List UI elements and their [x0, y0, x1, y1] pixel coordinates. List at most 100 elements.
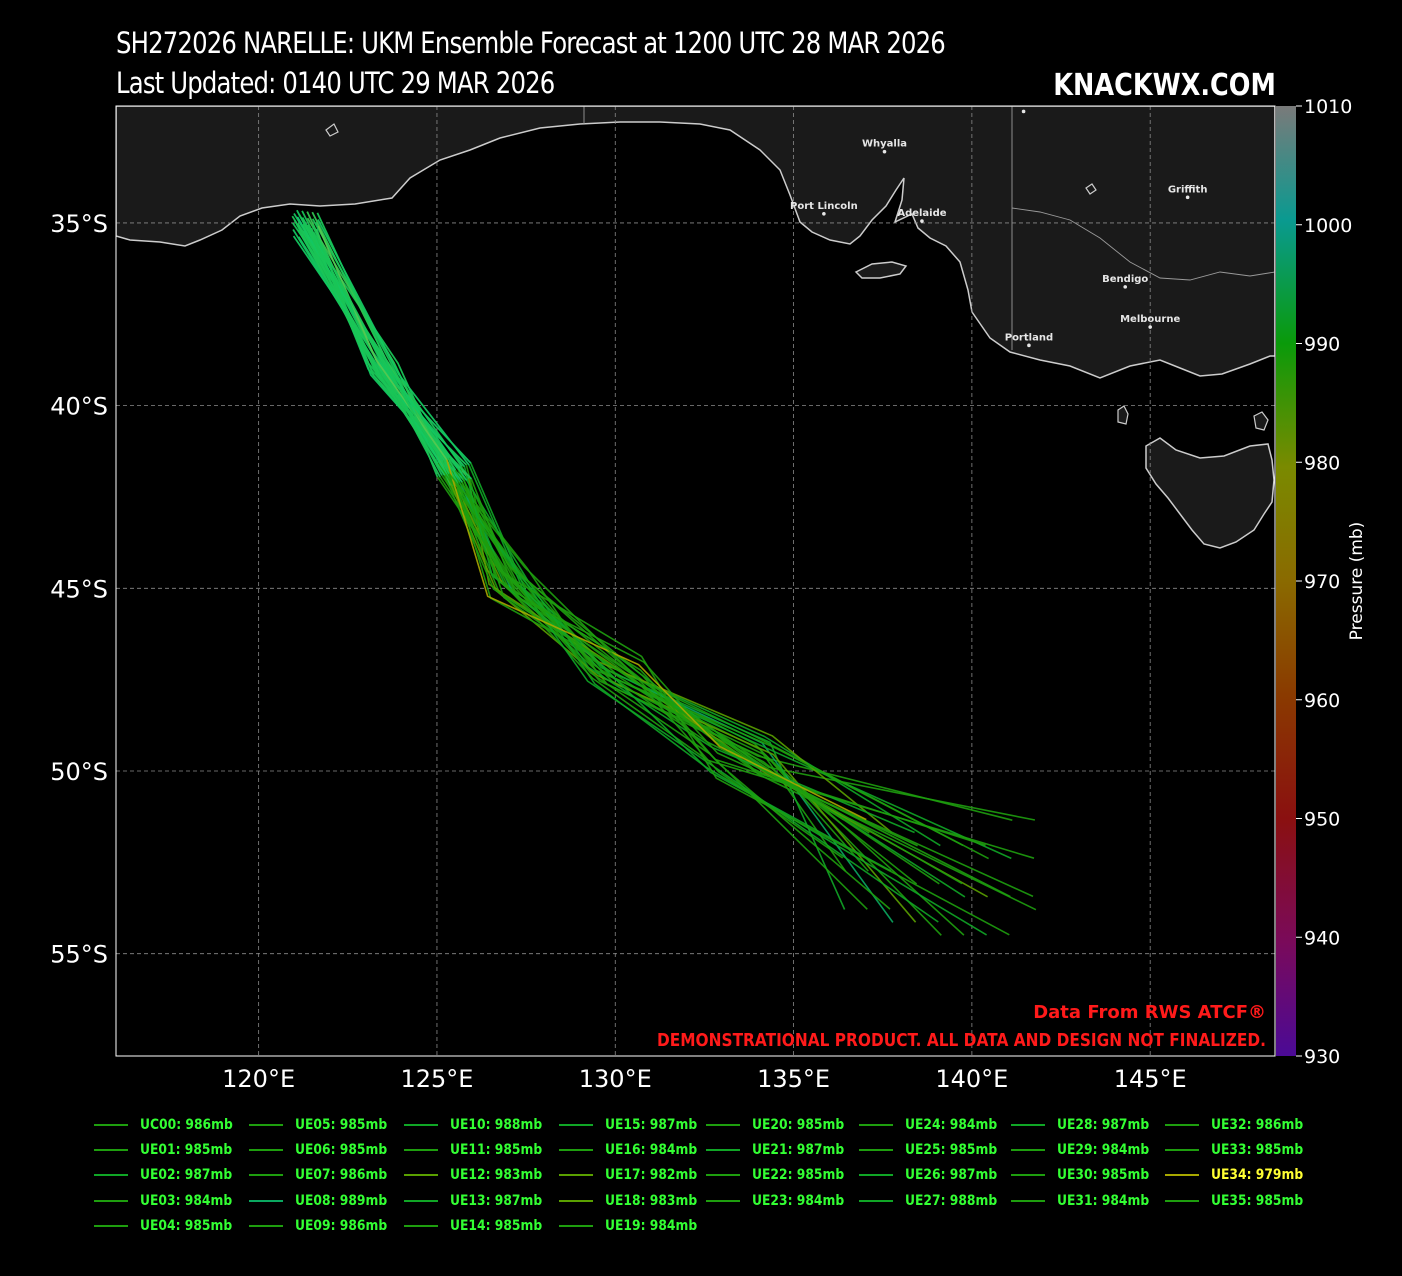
- land-flinders-island: [1253, 411, 1269, 431]
- legend-label: UE23: 984mb: [752, 1192, 845, 1209]
- legend-line-swatch: [1165, 1124, 1199, 1126]
- legend-item: UE18: 983mb: [559, 1190, 710, 1212]
- city-marker: [1185, 195, 1190, 200]
- data-source-note: Data From RWS ATCF®: [1033, 1002, 1266, 1023]
- legend-item: UE16: 984mb: [559, 1139, 710, 1161]
- legend-item: UE05: 985mb: [249, 1114, 400, 1136]
- city-label: Bendigo: [1102, 274, 1148, 285]
- city-marker: [822, 211, 826, 216]
- legend-item: UE04: 985mb: [94, 1215, 245, 1237]
- legend-label: UE07: 986mb: [295, 1167, 388, 1184]
- land-tasmania: [1145, 437, 1275, 549]
- member-legend: UC00: 986mb UE01: 985mb UE02: 987mb UE03: 9…: [94, 1114, 1314, 1254]
- legend-item: UE24: 984mb: [859, 1114, 1010, 1136]
- legend-item: UE13: 987mb: [404, 1190, 555, 1212]
- legend-label: UE26: 987mb: [905, 1167, 998, 1184]
- legend-line-swatch: [1165, 1149, 1199, 1152]
- state-border: [583, 106, 1275, 350]
- colorbar: [1276, 106, 1296, 1056]
- legend-line-swatch: [249, 1174, 283, 1177]
- colorbar-tick-label: 940: [1304, 927, 1340, 949]
- legend-label: UE20: 985mb: [752, 1117, 845, 1133]
- legend-line-swatch: [404, 1174, 438, 1177]
- colorbar-tick-label: 950: [1304, 809, 1340, 831]
- legend-label: UE09: 986mb: [295, 1217, 388, 1234]
- legend-item: UE12: 983mb: [404, 1164, 555, 1186]
- lat-tick-label: 35°S: [50, 210, 108, 238]
- ensemble-track-early: [291, 222, 463, 468]
- lat-tick-label: 55°S: [50, 941, 108, 969]
- legend-label: UC00: 986mb: [140, 1117, 233, 1133]
- map-frame: [115, 105, 1276, 1057]
- ensemble-track-early: [303, 236, 441, 478]
- legend-label: UE30: 985mb: [1057, 1167, 1150, 1184]
- legend-item: UE29: 984mb: [1011, 1139, 1162, 1161]
- legend-label: UE34: 979mb: [1211, 1167, 1304, 1184]
- legend-line-swatch: [249, 1199, 283, 1202]
- city-marker: [882, 149, 887, 154]
- legend-line-swatch: [859, 1124, 893, 1126]
- legend-label: UE16: 984mb: [605, 1142, 698, 1159]
- legend-line-swatch: [859, 1199, 893, 1202]
- legend-item: UE35: 985mb: [1165, 1190, 1316, 1212]
- land-lake-islet: [1085, 183, 1097, 195]
- track-map: Broken Hill Whyalla Griffith Port Lincoln Ad…: [50, 96, 1367, 1093]
- legend-line-swatch: [1165, 1174, 1199, 1177]
- legend-label: UE12: 983mb: [450, 1167, 543, 1184]
- ensemble-track-early: [317, 225, 448, 461]
- legend-label: UE32: 986mb: [1211, 1117, 1304, 1133]
- legend-line-swatch: [404, 1224, 438, 1227]
- land-mainland: [116, 106, 1275, 379]
- legend-item: UE09: 986mb: [249, 1215, 400, 1237]
- legend-label: UE06: 985mb: [295, 1142, 388, 1159]
- legend-item: UE32: 986mb: [1165, 1114, 1316, 1136]
- legend-label: UE33: 985mb: [1211, 1142, 1304, 1159]
- city-label: Griffith: [1168, 184, 1208, 195]
- legend-label: UE27: 988mb: [905, 1192, 998, 1209]
- legend-label: UE17: 982mb: [605, 1167, 698, 1184]
- legend-item: UE25: 985mb: [859, 1139, 1010, 1161]
- land-kangaroo-island: [854, 261, 908, 279]
- legend-label: UE13: 987mb: [450, 1192, 543, 1209]
- legend-line-swatch: [559, 1174, 593, 1177]
- legend-label: UE18: 983mb: [605, 1192, 698, 1209]
- legend-label: UE11: 985mb: [450, 1142, 543, 1159]
- colorbar-tick-label: 1010: [1304, 96, 1352, 118]
- legend-label: UE14: 985mb: [450, 1217, 543, 1234]
- legend-line-swatch: [404, 1199, 438, 1202]
- city-marker: [1021, 109, 1026, 114]
- legend-item: UE31: 984mb: [1011, 1190, 1162, 1212]
- legend-line-swatch: [559, 1199, 593, 1202]
- legend-label: UE03: 984mb: [140, 1192, 233, 1209]
- city-label: Broken Hill: [993, 98, 1055, 109]
- lat-tick-label: 45°S: [50, 575, 108, 603]
- lon-tick-label: 130°E: [579, 1065, 652, 1093]
- city-label: Port Lincoln: [790, 201, 858, 212]
- colorbar-label: Pressure (mb): [1347, 522, 1367, 641]
- city-marker: [1123, 285, 1128, 289]
- land-nw-islet: [325, 123, 339, 137]
- demo-disclaimer: DEMONSTRATIONAL PRODUCT. ALL DATA AND DE…: [657, 1030, 1266, 1051]
- legend-label: UE19: 984mb: [605, 1217, 698, 1234]
- colorbar-tick-label: 980: [1304, 452, 1340, 474]
- legend-line-swatch: [706, 1199, 740, 1202]
- legend-line-swatch: [859, 1149, 893, 1152]
- legend-line-swatch: [404, 1149, 438, 1152]
- legend-label: UE29: 984mb: [1057, 1142, 1150, 1159]
- legend-line-swatch: [1011, 1174, 1045, 1177]
- legend-label: UE10: 988mb: [450, 1117, 543, 1133]
- lon-tick-label: 125°E: [400, 1065, 473, 1093]
- lat-tick-label: 50°S: [50, 758, 108, 786]
- legend-line-swatch: [94, 1199, 128, 1202]
- legend-line-swatch: [1011, 1124, 1045, 1126]
- legend-item: UC00: 986mb: [94, 1114, 245, 1136]
- city-label: Portland: [1005, 332, 1053, 343]
- colorbar-tick-label: 960: [1304, 690, 1340, 712]
- ensemble-track-early: [292, 235, 454, 487]
- legend-item: UE14: 985mb: [404, 1215, 555, 1237]
- brand-logo: KNACKWX.COM: [1053, 68, 1276, 103]
- legend-item: UE15: 987mb: [559, 1114, 710, 1136]
- city-label: Melbourne: [1120, 314, 1180, 325]
- chart-title: SH272026 NARELLE: UKM Ensemble Forecast …: [116, 26, 946, 60]
- legend-label: UE28: 987mb: [1057, 1117, 1150, 1133]
